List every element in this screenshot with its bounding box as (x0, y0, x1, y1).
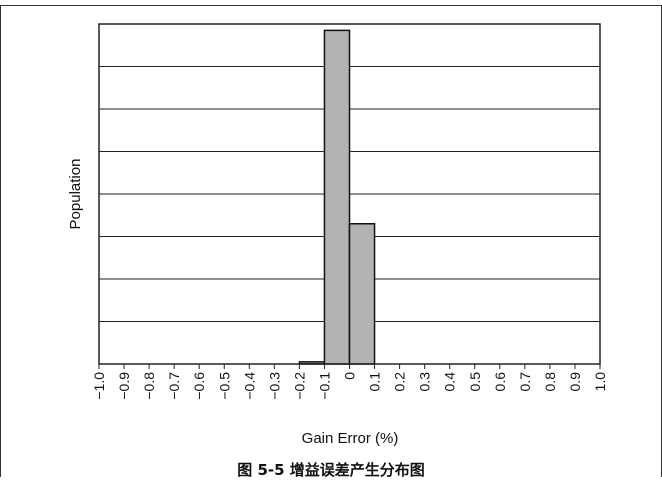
histogram-bar (348, 223, 376, 365)
x-tick-label: −0.4 (241, 372, 257, 400)
x-tick-label: 0.5 (467, 372, 483, 392)
x-tick-label: 0.4 (442, 372, 458, 392)
figure-caption: 图 5-5 增益误差产生分布图 (237, 461, 425, 479)
x-tick-label: −0.9 (116, 372, 132, 400)
x-tick-label: 0.7 (517, 372, 533, 392)
x-tick-label: 0.8 (542, 372, 558, 392)
x-tick-label: 0.1 (367, 372, 383, 392)
x-tick-label: 1.0 (592, 372, 608, 392)
x-tick-label: 0.6 (492, 372, 508, 392)
x-tick-label: −0.7 (166, 372, 182, 400)
x-axis-label: Gain Error (%) (302, 430, 399, 447)
x-tick-label: −1.0 (91, 372, 107, 400)
x-tick-label: 0.2 (392, 372, 408, 392)
x-tick-label: 0.3 (417, 372, 433, 392)
x-tick-label: 0 (342, 372, 358, 380)
x-tick-label: −0.3 (266, 372, 282, 400)
x-tick-label: −0.2 (291, 372, 307, 400)
x-tick-label: −0.8 (141, 372, 157, 400)
x-tick-label: 0.9 (567, 372, 583, 392)
x-tick-label: −0.5 (216, 372, 232, 400)
histogram-bars (298, 29, 376, 365)
x-tick-label: −0.1 (316, 372, 332, 400)
x-tick-label: −0.6 (191, 372, 207, 400)
histogram-bar (323, 29, 351, 365)
x-axis-ticks: −1.0 −0.9 −0.8 −0.7 −0.6 −0.5 −0.4 −0.3 −0.2 −0.1… (91, 364, 608, 400)
y-axis-label: Population (67, 159, 84, 230)
